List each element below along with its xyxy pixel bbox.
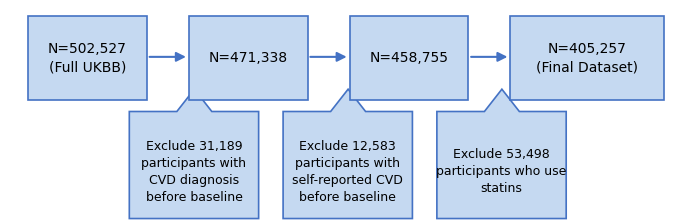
Text: N=405,257
(Final Dataset): N=405,257 (Final Dataset): [536, 42, 638, 74]
FancyBboxPatch shape: [28, 16, 147, 100]
Polygon shape: [129, 89, 259, 219]
Text: Exclude 12,583
participants with
self-reported CVD
before baseline: Exclude 12,583 participants with self-re…: [292, 140, 403, 204]
FancyBboxPatch shape: [510, 16, 664, 100]
Text: Exclude 31,189
participants with
CVD diagnosis
before baseline: Exclude 31,189 participants with CVD dia…: [141, 140, 247, 204]
Polygon shape: [283, 89, 412, 219]
FancyBboxPatch shape: [189, 16, 308, 100]
Polygon shape: [437, 89, 566, 219]
FancyBboxPatch shape: [350, 16, 468, 100]
Text: N=471,338: N=471,338: [208, 51, 288, 65]
Text: Exclude 53,498
participants who use
statins: Exclude 53,498 participants who use stat…: [436, 148, 567, 195]
Text: N=502,527
(Full UKBB): N=502,527 (Full UKBB): [48, 42, 127, 74]
Text: N=458,755: N=458,755: [369, 51, 449, 65]
